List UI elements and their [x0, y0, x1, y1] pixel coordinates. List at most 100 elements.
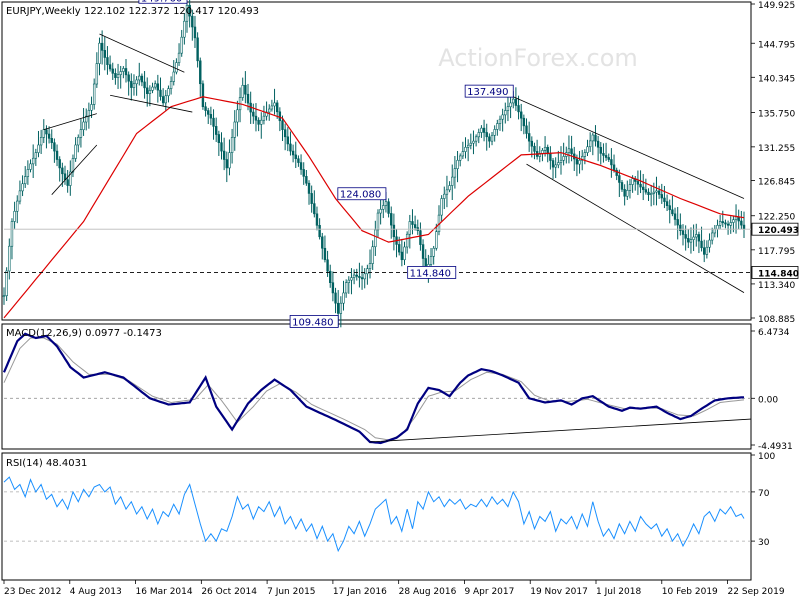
candle-body	[363, 273, 366, 280]
candle-body	[233, 121, 236, 138]
candle-body	[196, 37, 199, 62]
candle-body	[397, 244, 401, 253]
price-ytick-label: 126.845	[758, 178, 795, 188]
candle-body	[315, 213, 319, 226]
candle-body	[506, 106, 510, 111]
candle-body	[355, 274, 358, 277]
candle-body	[541, 150, 544, 154]
candle-body	[111, 68, 114, 74]
candle-body	[74, 144, 77, 159]
candle-body	[578, 159, 581, 165]
candle-body	[175, 62, 178, 73]
candle-body	[684, 234, 687, 239]
candle-body	[299, 162, 303, 170]
price-ytick-label: 135.750	[758, 109, 795, 119]
candle-body	[18, 190, 22, 202]
candle-body	[673, 213, 677, 220]
candle-body	[16, 200, 19, 212]
trend-channel-line	[43, 113, 97, 131]
candle-body	[214, 126, 218, 135]
candle-body	[143, 81, 146, 89]
candle-body	[257, 119, 260, 125]
candle-body	[244, 84, 247, 95]
rsi-ytick-label: 30	[758, 538, 770, 548]
candle-body	[334, 292, 337, 304]
candle-body	[734, 216, 738, 220]
candle-body	[161, 96, 165, 104]
candle-body	[543, 146, 547, 151]
candle-body	[671, 209, 674, 215]
x-tick-label: 9 Apr 2017	[464, 587, 514, 597]
candle-body	[148, 90, 152, 95]
candle-body	[291, 150, 295, 156]
candle-body	[557, 162, 560, 166]
candle-body	[37, 144, 40, 153]
candle-body	[138, 75, 141, 81]
x-tick-label: 7 Jun 2015	[267, 587, 315, 597]
candle-body	[342, 292, 345, 304]
candle-body	[71, 158, 75, 173]
candle-body	[607, 157, 610, 160]
candle-body	[700, 240, 703, 249]
candle-body	[321, 236, 324, 249]
candle-body	[570, 148, 573, 155]
candle-body	[344, 282, 348, 294]
candle-body	[13, 210, 16, 222]
candle-body	[477, 132, 480, 138]
candle-body	[34, 152, 38, 159]
candle-body	[45, 129, 48, 135]
candle-body	[82, 121, 85, 130]
candle-body	[665, 201, 669, 206]
candle-body	[262, 115, 266, 121]
candle-body	[281, 120, 284, 130]
candle-body	[79, 129, 83, 138]
candle-body	[522, 117, 526, 127]
candle-body	[323, 247, 327, 261]
candle-body	[435, 231, 438, 249]
candle-body	[58, 159, 61, 169]
x-tick-label: 26 Oct 2014	[201, 587, 257, 597]
x-tick-label: 16 Mar 2014	[136, 587, 193, 597]
candle-body	[193, 26, 197, 39]
candle-body	[705, 246, 709, 255]
candle-body	[512, 98, 515, 104]
candle-body	[718, 221, 722, 226]
x-tick-label: 10 Feb 2019	[662, 587, 718, 597]
candle-body	[461, 151, 465, 157]
candle-body	[549, 153, 552, 161]
candle-body	[443, 193, 446, 199]
candle-body	[177, 52, 181, 63]
candle-body	[729, 222, 732, 226]
x-tick-label: 1 Jul 2018	[596, 587, 641, 597]
candle-body	[626, 190, 629, 197]
candle-body	[530, 140, 534, 147]
candle-body	[623, 189, 626, 197]
candle-body	[204, 106, 207, 111]
candle-body	[347, 279, 351, 283]
candle-body	[318, 225, 321, 238]
candle-body	[639, 183, 642, 188]
candle-body	[403, 246, 406, 261]
candle-body	[212, 117, 215, 127]
candle-body	[302, 169, 305, 177]
candle-body	[692, 236, 695, 240]
candle-body	[429, 256, 433, 265]
candle-body	[594, 134, 597, 142]
candle-body	[387, 201, 390, 214]
candle-body	[591, 134, 595, 142]
candle-body	[689, 239, 693, 243]
candle-body	[472, 140, 475, 144]
candle-body	[124, 68, 128, 76]
x-tick-label: 17 Jan 2016	[333, 587, 387, 597]
candle-body	[663, 197, 666, 202]
candle-body	[230, 137, 234, 153]
candle-body	[615, 169, 618, 176]
candle-body	[209, 114, 213, 119]
candle-body	[159, 89, 162, 97]
candle-body	[631, 178, 634, 185]
candle-body	[482, 127, 486, 133]
x-tick-label: 23 Dec 2012	[4, 587, 62, 597]
candle-body	[382, 205, 385, 210]
x-tick-label: 19 Nov 2017	[530, 587, 588, 597]
